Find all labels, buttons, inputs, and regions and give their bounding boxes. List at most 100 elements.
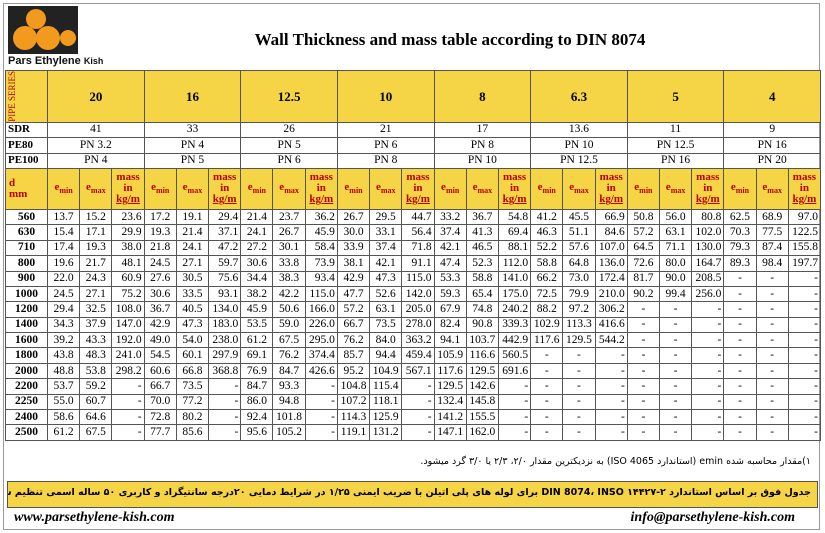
pe100-cell: PN 6	[240, 152, 338, 169]
diameter: 1400	[5, 316, 48, 334]
value-cell: 141.2	[433, 409, 467, 426]
diameter: 630	[5, 224, 48, 241]
value-cell: 117.6	[530, 332, 564, 349]
value-cell: 131.2	[369, 424, 403, 441]
value-cell: -	[787, 332, 822, 349]
mass-unit: kg/m	[792, 193, 817, 206]
value-cell: 93.4	[304, 270, 338, 287]
value-cell: 63.1	[658, 224, 693, 241]
value-cell: 107.0	[594, 239, 628, 257]
value-cell: 119.1	[336, 424, 371, 441]
value-cell: -	[530, 424, 564, 441]
value-cell: 65.4	[465, 285, 499, 303]
value-cell: 59.7	[208, 255, 242, 272]
value-cell: 30.6	[143, 285, 177, 303]
value-cell: 38.2	[240, 285, 274, 303]
value-cell: -	[691, 332, 725, 349]
value-cell: 368.8	[208, 362, 242, 380]
value-cell: 21.7	[79, 255, 113, 272]
value-cell: 64.8	[562, 255, 596, 272]
pe100-cell: PN 8	[336, 152, 435, 169]
series-cell: 6.3	[530, 70, 628, 123]
value-cell: 17.1	[79, 224, 113, 241]
value-cell: 47.4	[433, 255, 467, 272]
value-cell: 66.9	[594, 208, 628, 226]
sub-index: min	[156, 186, 170, 196]
pe100-cell: PN 10	[433, 152, 532, 169]
email: info@parsethylene-kish.com	[630, 510, 795, 525]
sub-base: e	[375, 180, 381, 193]
mass-unit: kg/m	[116, 193, 140, 206]
value-cell: 69.1	[240, 347, 274, 364]
value-cell: 53.8	[79, 362, 113, 380]
value-cell: -	[401, 378, 435, 395]
value-cell: 105.9	[433, 347, 467, 364]
value-cell: 79.9	[562, 285, 596, 303]
value-cell: -	[691, 424, 725, 441]
value-cell: 162.0	[465, 424, 499, 441]
value-cell: 71.8	[401, 239, 435, 257]
value-cell: -	[530, 347, 564, 364]
value-cell: 19.3	[143, 224, 177, 241]
value-cell: -	[787, 409, 822, 426]
value-cell: -	[755, 347, 789, 364]
value-cell: 24.3	[79, 270, 113, 287]
value-cell: -	[755, 393, 789, 411]
value-cell: -	[658, 316, 693, 334]
value-cell: -	[723, 316, 757, 334]
value-cell: 54.5	[143, 347, 177, 364]
value-cell: 459.4	[401, 347, 435, 364]
value-cell: 73.9	[304, 255, 338, 272]
value-cell: 256.0	[691, 285, 725, 303]
sub-index: min	[445, 186, 460, 196]
value-cell: 93.3	[272, 378, 306, 395]
value-cell: 129.5	[433, 378, 467, 395]
subheader: mass in kg/m	[401, 167, 435, 210]
value-cell: 52.2	[530, 239, 564, 257]
value-cell: -	[594, 424, 628, 441]
value-cell: 374.4	[304, 347, 338, 364]
value-cell: 60.6	[143, 362, 177, 380]
sub-index: max	[574, 186, 589, 196]
value-cell: -	[111, 378, 145, 395]
value-cell: 426.6	[304, 362, 338, 380]
sub-base: e	[86, 180, 91, 193]
value-cell: 21.8	[143, 239, 177, 257]
value-cell: -	[530, 409, 564, 426]
subheader: emin	[723, 167, 757, 210]
value-cell: 34.3	[46, 316, 81, 334]
value-cell: 82.4	[433, 316, 467, 334]
value-cell: -	[626, 409, 660, 426]
subheader: mass in kg/m	[594, 167, 628, 210]
value-cell: 47.3	[175, 316, 210, 334]
value-cell: 47.7	[336, 285, 371, 303]
subheader: emin	[336, 167, 371, 210]
value-cell: 166.0	[304, 301, 338, 318]
value-cell: 115.4	[369, 378, 403, 395]
value-cell: 24.5	[143, 255, 177, 272]
value-cell: 210.0	[594, 285, 628, 303]
value-cell: 56.4	[401, 224, 435, 241]
value-cell: 92.4	[240, 409, 274, 426]
value-cell: -	[723, 378, 757, 395]
value-cell: -	[691, 393, 725, 411]
mass-label: mass in	[406, 171, 430, 195]
subheader: emax	[79, 167, 113, 210]
mass-label: mass in	[599, 171, 623, 195]
data-row: 1600 39.2 43.3 192.0 49.0 54.0 238.0 61.2 67.5 29…	[5, 332, 822, 349]
value-cell: 23.6	[111, 208, 145, 226]
value-cell: 49.0	[143, 332, 177, 349]
value-cell: 90.2	[626, 285, 660, 303]
value-cell: -	[562, 378, 596, 395]
value-cell: 101.8	[272, 409, 306, 426]
value-cell: 19.6	[46, 255, 81, 272]
value-cell: 13.7	[46, 208, 81, 226]
value-cell: 107.2	[336, 393, 371, 411]
value-cell: 33.2	[433, 208, 467, 226]
value-cell: 59.3	[433, 285, 467, 303]
value-cell: 32.5	[79, 301, 113, 318]
series-cell: 4	[723, 70, 821, 123]
value-cell: 42.2	[272, 285, 306, 303]
pe80-cell: PN 10	[530, 137, 628, 154]
